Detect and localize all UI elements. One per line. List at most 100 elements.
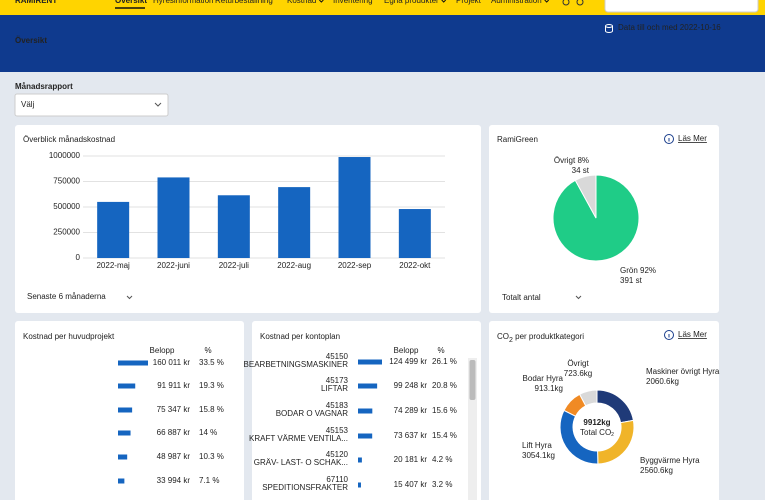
chevron [575,295,582,300]
nav-item[interactable]: Kostnad [287,0,316,5]
percent: 10.3 % [199,452,224,461]
amount: 75 347 kr [157,405,191,414]
y-tick-label: 250000 [53,228,80,237]
y-tick-label: 1000000 [49,151,81,160]
slice-count: 391 st [620,276,643,285]
amount: 99 248 kr [394,381,428,390]
info-icon [664,330,674,340]
report-select[interactable] [14,93,169,117]
percent: 19.3 % [199,381,224,390]
segment-value: 913.1kg [535,384,563,393]
amount: 15 407 kr [394,480,428,489]
nav-item[interactable]: Returbeställning [215,0,273,5]
icon [576,0,584,6]
caption-part: Total CO [580,428,611,437]
bar [398,209,431,258]
database-icon [605,26,613,33]
amount-bar [118,454,128,460]
panel-title: RamiGreen [497,135,538,144]
search-box[interactable] [604,0,759,13]
icon [562,0,570,6]
amount: 160 011 kr [153,358,191,367]
filter-label: Månadsrapport [15,82,73,91]
amount-bar [118,383,136,389]
nav-item[interactable]: Inventering [333,0,373,5]
x-tick-label: 2022-sep [338,261,372,270]
panel-title: Överblick månadskostnad [23,135,115,144]
panel-title: Kostnad per kontoplan [260,332,340,341]
x-tick-label: 2022-aug [277,261,311,270]
segment-label: Övrigt [567,359,589,368]
page-title: Översikt [15,36,47,45]
amount-bar [118,360,148,366]
scrollbar-thumb[interactable] [469,360,476,400]
read-more-link[interactable]: Läs Mer [678,330,707,339]
amount: 73 637 kr [394,431,428,440]
slice-name: Grön [620,266,638,275]
count-select[interactable]: Totalt antal [502,293,541,302]
segment-label: Byggvärme Hyra [640,456,700,465]
chevron [126,295,133,300]
bar [157,177,190,258]
chevron [319,0,324,3]
logo: RAMIRENT [15,0,57,5]
amount: 48 987 kr [157,452,191,461]
nav-item[interactable]: Översikt [115,0,147,5]
bar [217,195,250,258]
account-name: GRÄV- LAST- O SCHAK... [254,458,348,467]
segment-value: 723.6kg [564,369,592,378]
percent: 3.2 % [432,480,452,489]
chevron [154,102,162,107]
amount-bar [358,359,382,365]
amount: 20 181 kr [394,455,428,464]
amount: 33 994 kr [157,476,191,485]
account-code: 45120 [326,450,349,459]
x-tick-label: 2022-okt [399,261,431,270]
bar [278,187,311,258]
amount: 124 499 kr [389,357,427,366]
title-part: per produktkategori [513,332,584,341]
percent: 20.8 % [432,381,457,390]
amount-bar [118,407,133,413]
y-tick-label: 750000 [53,177,80,186]
amount: 66 887 kr [157,428,191,437]
segment-label: Lift Hyra [522,441,552,450]
segment-value: 2060.6kg [646,377,679,386]
percent: 7.1 % [199,476,219,485]
segment-label: Bodar Hyra [523,374,564,383]
account-code: 45173 [326,376,349,385]
column-header: % [437,346,444,355]
slice-count: 34 st [572,166,590,175]
segment-value: 2560.6kg [640,466,673,475]
nav-item[interactable]: Projekt [456,0,482,5]
period-select[interactable]: Senaste 6 månaderna [27,292,106,301]
account-name: BODAR O VAGNAR [276,409,349,418]
x-tick-label: 2022-juni [157,261,190,270]
scrollbar-track [468,358,477,500]
nav-item[interactable]: Hyresinformation [153,0,213,5]
slice-label: Grön 92% [620,266,656,275]
account-code: 45183 [326,401,349,410]
x-tick-label: 2022-juli [219,261,249,270]
nav-item[interactable]: Egna produkter [384,0,439,5]
info-icon [664,134,674,144]
account-name: BEARBETNINGSMASKINER [244,360,349,369]
account-name: SPEDITIONSFRAKTER [262,483,348,492]
amount-bar [358,482,361,488]
amount-bar [358,408,373,414]
nav-item[interactable]: Administration [491,0,542,5]
title-subscript: 2 [509,337,513,344]
panel-title: CO2 per produktkategori [497,332,584,344]
percent: 15.6 % [432,406,457,415]
amount-bar [118,478,125,484]
percent: 15.8 % [199,405,224,414]
column-header: Belopp [150,346,175,355]
column-header: % [204,346,211,355]
amount-bar [358,457,362,463]
account-code: 67110 [326,475,348,484]
segment-label: Maskiner övrigt Hyra [646,367,720,376]
read-more-link[interactable]: Läs Mer [678,134,707,143]
donut-caption: Total CO2 [580,428,614,438]
slice-value: 8% [577,156,589,165]
